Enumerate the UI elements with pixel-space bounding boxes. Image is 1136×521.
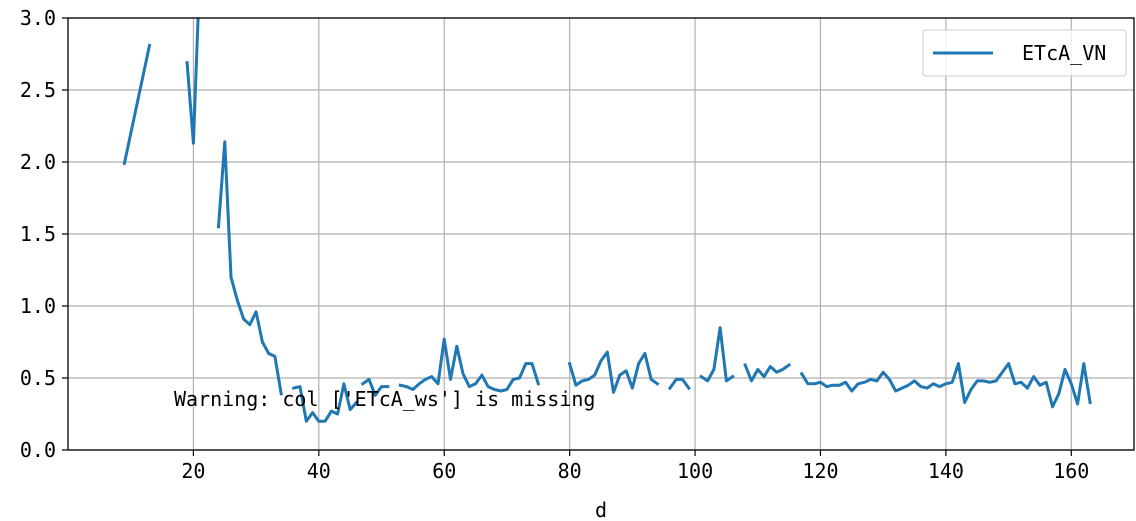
x-tick-label: 40 bbox=[307, 459, 331, 483]
x-tick-label: 20 bbox=[181, 459, 205, 483]
legend-box bbox=[922, 29, 1127, 77]
series-line-etca-vn bbox=[699, 326, 735, 383]
grid-lines bbox=[68, 17, 1134, 451]
y-tick-label: 0.5 bbox=[20, 366, 56, 390]
series-line-etca-vn bbox=[567, 350, 660, 394]
series-line-etca-vn bbox=[216, 140, 283, 396]
series-line-etca-vn bbox=[122, 43, 152, 166]
y-tick-label: 3.0 bbox=[20, 6, 56, 30]
x-tick-label: 80 bbox=[558, 459, 582, 483]
x-tick-label: 60 bbox=[432, 459, 456, 483]
y-tick-label: 1.0 bbox=[20, 294, 56, 318]
series-line-etca-vn bbox=[185, 18, 200, 145]
x-tick-label: 100 bbox=[677, 459, 713, 483]
legend-label-etca-vn: ETcA_VN bbox=[1022, 41, 1106, 65]
y-tick-label: 0.0 bbox=[20, 438, 56, 462]
series-line-etca-vn bbox=[667, 377, 691, 391]
y-tick-label: 2.5 bbox=[20, 78, 56, 102]
series-line-etca-vn bbox=[360, 377, 390, 397]
series-lines bbox=[122, 18, 1092, 423]
x-axis-label: d bbox=[595, 498, 607, 521]
series-line-etca-vn bbox=[743, 362, 792, 383]
y-tick-label: 2.0 bbox=[20, 150, 56, 174]
y-tick-label: 1.5 bbox=[20, 222, 56, 246]
missing-column-warning: Warning: col ['ETcA_ws'] is missing bbox=[174, 387, 595, 411]
x-tick-label: 120 bbox=[802, 459, 838, 483]
axis-ticks: 20 40 60 80 100 120 140 160 0.0 0.5 1.0 1.5 2.0 2.5 3.… bbox=[20, 6, 1089, 483]
series-line-etca-vn bbox=[398, 337, 541, 393]
x-tick-label: 140 bbox=[928, 459, 964, 483]
series-line-etca-vn bbox=[291, 382, 359, 423]
legend: ETcA_VN bbox=[922, 29, 1127, 77]
x-tick-label: 160 bbox=[1053, 459, 1089, 483]
series-line-etca-vn bbox=[799, 362, 1092, 409]
